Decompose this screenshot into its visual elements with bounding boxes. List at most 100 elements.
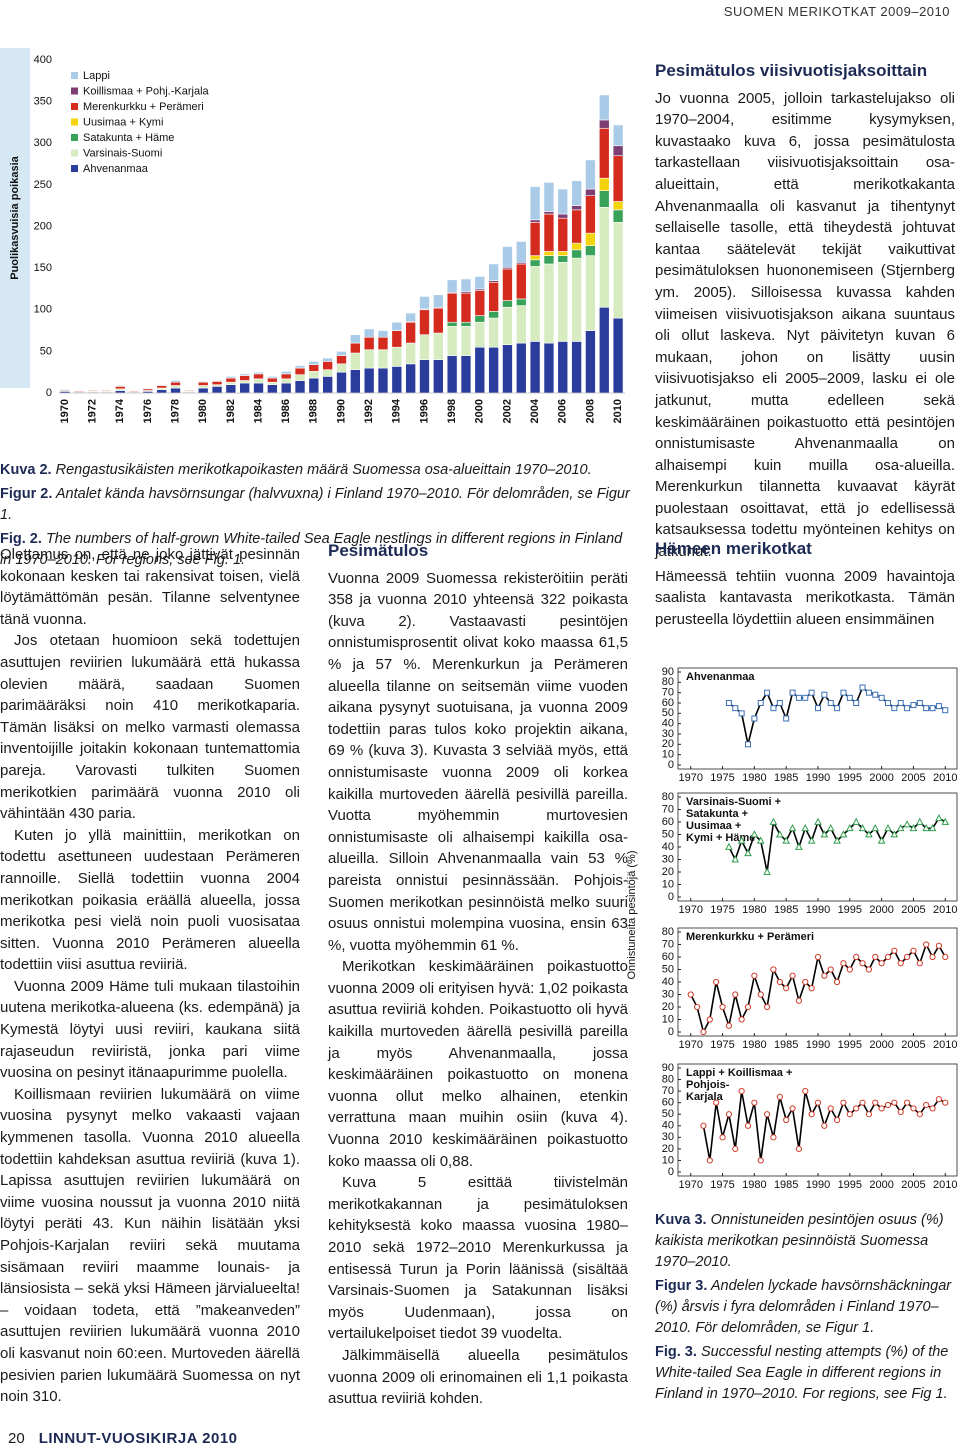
y-tick-label: 400 (34, 54, 52, 66)
data-point (757, 700, 764, 706)
bar-segment (114, 390, 126, 394)
y-axis-label: Puolikasvuisia poikasia (9, 155, 21, 279)
bar-segment (197, 381, 209, 386)
y-tick-label: 0 (668, 891, 674, 903)
x-tick-label: 1978 (169, 399, 181, 423)
x-tick-label: 1975 (710, 1039, 734, 1051)
y-tick-label: 80 (662, 791, 674, 803)
bar-segment (419, 359, 430, 394)
data-point (789, 689, 796, 696)
ylabel-band (0, 48, 30, 388)
bar-segment (474, 276, 486, 290)
y-tick-label: 50 (662, 707, 674, 719)
bar-segment (267, 376, 278, 379)
bar-segment (543, 211, 555, 215)
plot-frame (677, 927, 958, 1037)
x-tick-label: 1972 (86, 399, 98, 423)
bar-segment (239, 380, 250, 384)
bar-segment (294, 380, 306, 394)
data-point (744, 848, 752, 857)
x-tick-label: 1995 (838, 1179, 862, 1191)
data-point (878, 1105, 885, 1112)
bar-segment (557, 188, 569, 215)
paragraph: Jos otetaan huomioon sekä todettujen asu… (0, 632, 300, 823)
running-title: SUOMEN MERIKOTKAT 2009–2010 (723, 4, 950, 19)
x-tick-label: 1996 (418, 399, 430, 423)
legend-label: Satakunta + Häme (83, 132, 174, 144)
caption-text: Onnistuneiden pesintöjen osuus (%) kaiki… (655, 1212, 944, 1270)
data-point (840, 1099, 847, 1106)
x-tick-label: 1974 (114, 398, 126, 423)
x-tick-label: 2006 (557, 399, 569, 423)
bar-segment (488, 281, 499, 312)
y-tick-label: 50 (662, 963, 674, 975)
y-tick-label: 10 (662, 1013, 674, 1025)
data-point (846, 966, 853, 973)
data-point (687, 991, 694, 998)
data-point (846, 694, 853, 701)
bar-segment (598, 306, 610, 394)
x-tick-label: 1995 (838, 772, 862, 784)
y-tick-label: 70 (662, 687, 674, 699)
x-tick-label: 1980 (742, 1179, 766, 1191)
paragraph: Jo vuonna 2005, jolloin tarkastelujakso … (655, 89, 955, 561)
data-point (903, 953, 911, 961)
x-tick-label: 1980 (197, 399, 209, 423)
bar-segment (502, 268, 513, 301)
data-point (935, 942, 943, 949)
y-tick-label: 10 (662, 749, 674, 761)
bar-segment (405, 321, 416, 344)
bar-segment (474, 290, 486, 316)
bar-segment (87, 390, 98, 392)
bar-segment (543, 263, 555, 344)
data-point (783, 1116, 790, 1124)
y-tick-label: 150 (34, 262, 52, 274)
data-point (884, 823, 892, 832)
data-point (789, 972, 796, 979)
bar-segment (571, 180, 582, 206)
data-point (839, 830, 848, 838)
bar-segment (571, 242, 582, 251)
bar-segment (197, 387, 209, 394)
data-point (840, 960, 847, 967)
data-point (783, 985, 790, 992)
bar-segment (433, 294, 444, 308)
y-tick-label: 300 (34, 137, 52, 149)
data-point (833, 978, 841, 986)
data-point (935, 1096, 943, 1103)
caption-line: Fig. 3. Successful nesting attempts (%) … (655, 1342, 953, 1405)
bar-segment (239, 375, 250, 381)
y-tick-label: 50 (662, 828, 674, 840)
y-tick-label: 30 (662, 853, 674, 865)
bar-segment (557, 251, 569, 256)
caption-label: Fig. 3. (655, 1344, 697, 1360)
bar-segment (474, 346, 486, 394)
bar-segment (405, 342, 416, 365)
data-point (764, 689, 771, 696)
bar-segment (156, 389, 167, 394)
data-point (935, 703, 942, 710)
bar-segment (460, 292, 472, 323)
data-point (750, 830, 759, 838)
data-point (745, 741, 751, 748)
paragraph: Vuonna 2009 Häme tuli mukaan tilastoihin… (0, 977, 300, 1082)
bar-segment (377, 336, 389, 351)
panel-title: Merenkurkku + Perämeri (686, 931, 814, 943)
caption-label: Kuva 2. (0, 462, 52, 478)
data-point (897, 700, 904, 706)
publication: LINNUT-VUOSIKIRJA 2010 (38, 1430, 238, 1447)
data-point (725, 700, 732, 706)
x-tick-label: 1970 (678, 1039, 702, 1051)
data-point (795, 694, 802, 701)
bar-segment (336, 355, 347, 365)
x-tick-label: 2010 (933, 1039, 957, 1051)
x-tick-label: 1970 (59, 399, 71, 423)
data-point (731, 855, 740, 863)
bar-segment (612, 222, 624, 319)
data-point (871, 823, 880, 832)
x-tick-label: 2010 (933, 1179, 957, 1191)
bar-segment (571, 249, 582, 259)
bar-segment (612, 155, 624, 202)
x-tick-label: 1988 (308, 399, 320, 423)
data-point (923, 705, 930, 712)
